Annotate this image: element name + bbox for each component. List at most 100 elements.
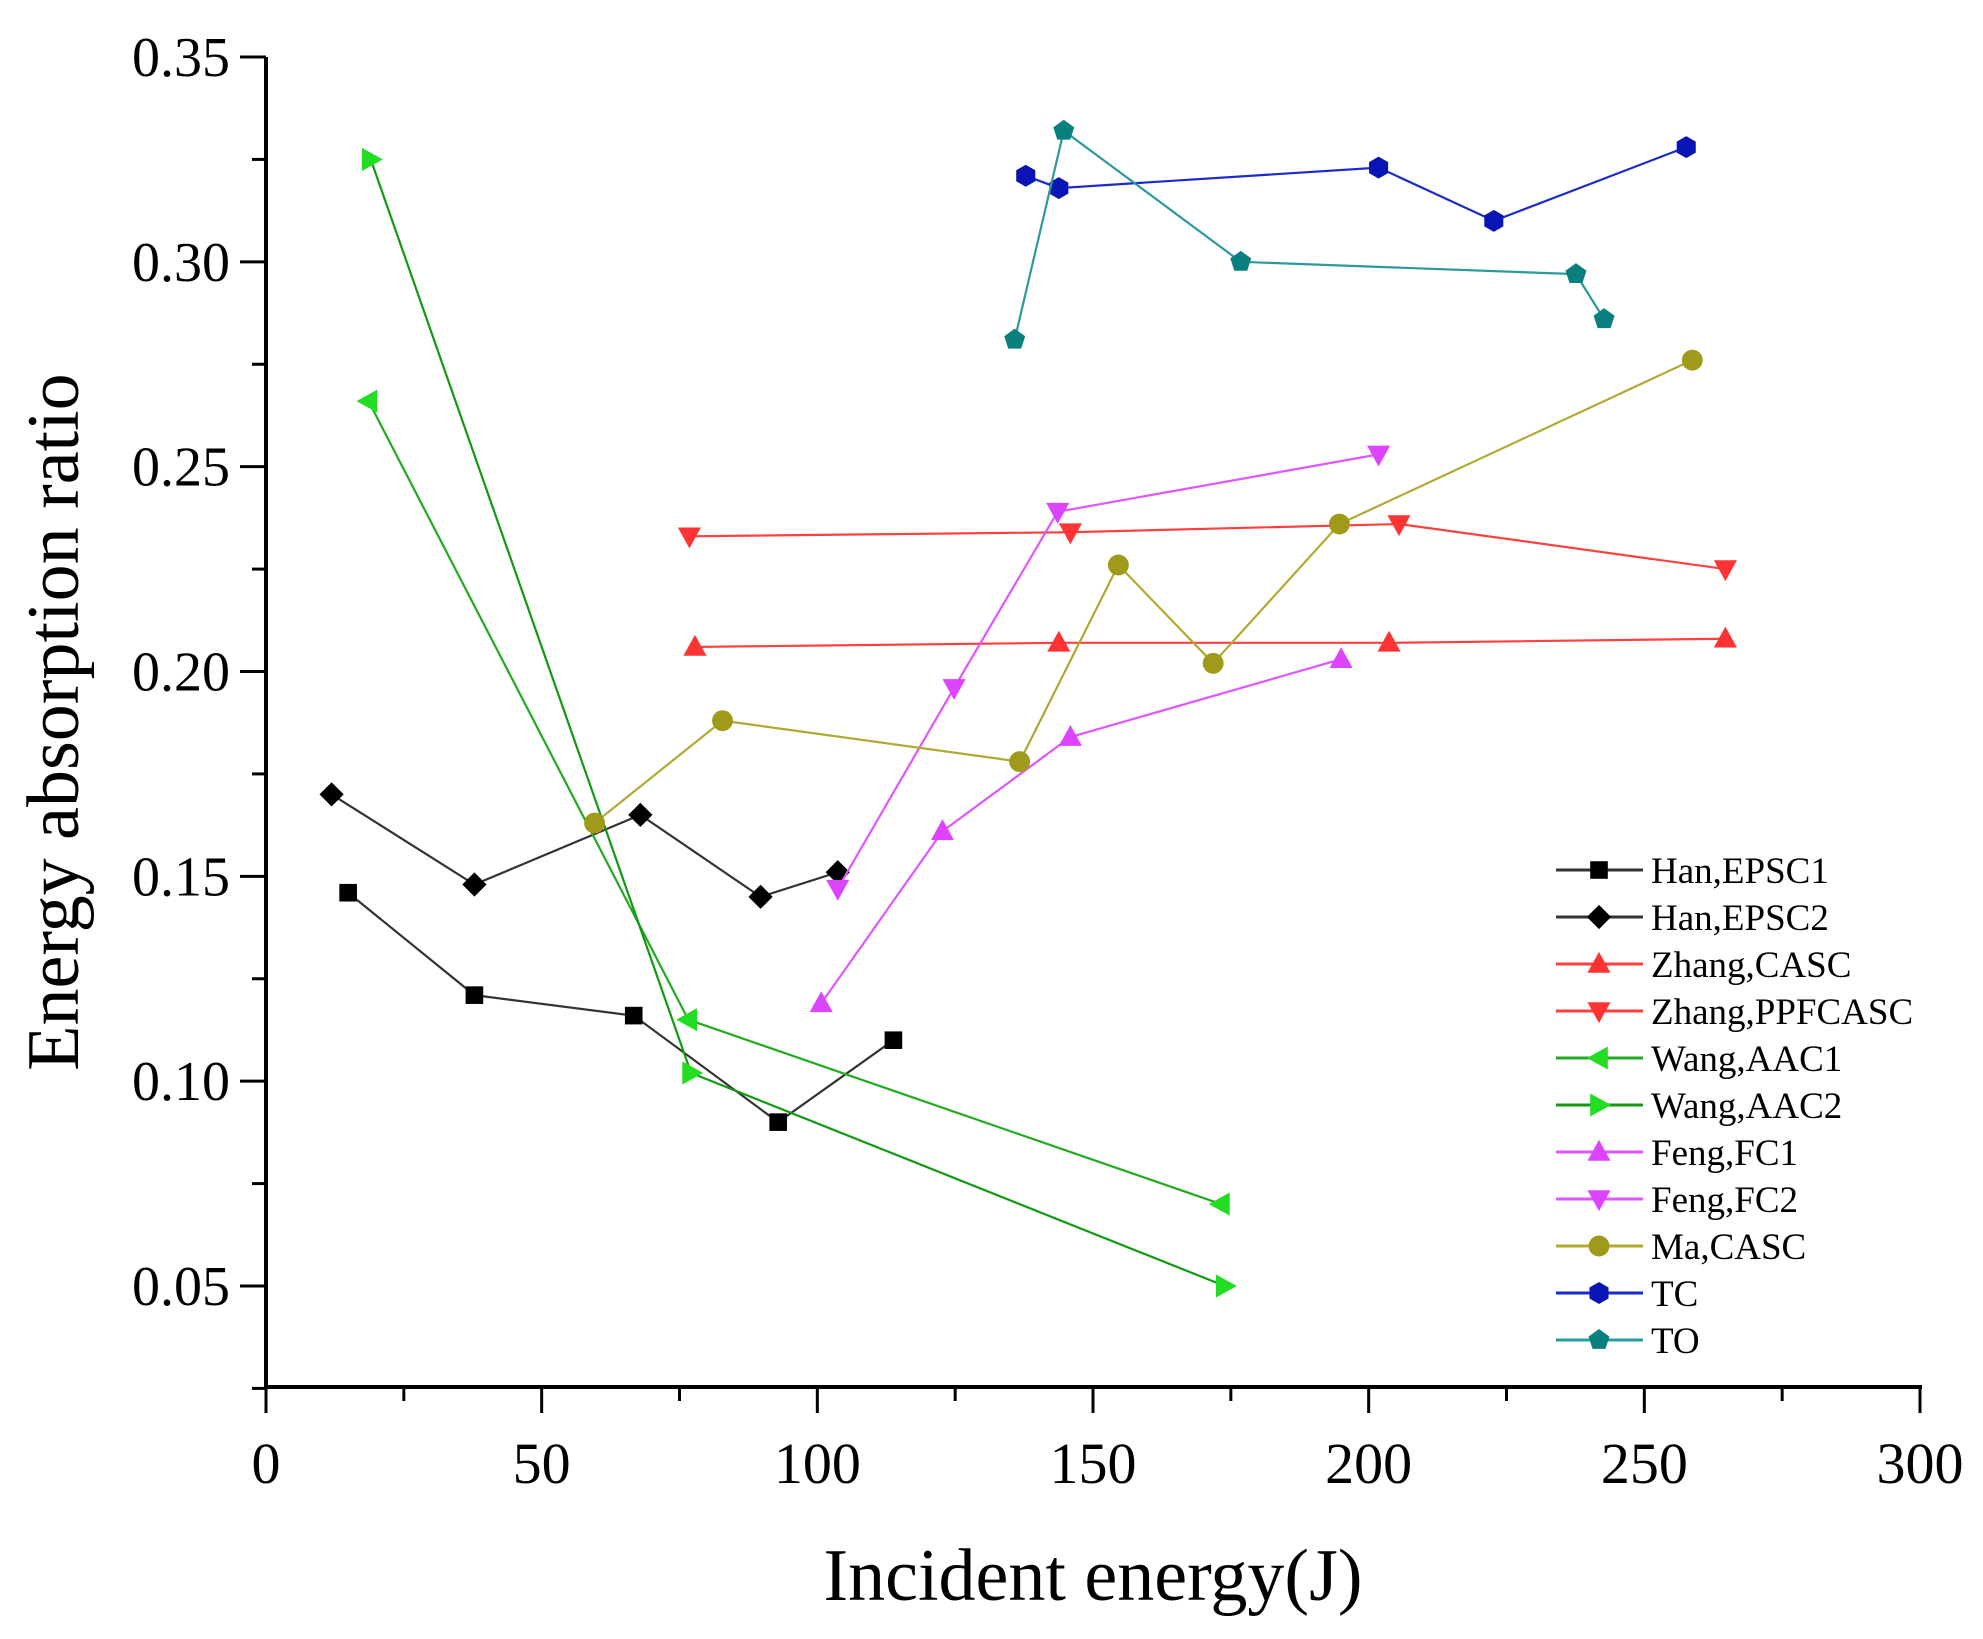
- data-point-square: [339, 883, 357, 902]
- data-point-triangle-up: [1047, 630, 1071, 652]
- data-point-square: [624, 1006, 643, 1025]
- data-point-hexagon: [1484, 209, 1504, 232]
- data-point-triangle-left: [1586, 1046, 1608, 1070]
- series-line: [694, 637, 1726, 649]
- data-point-hexagon: [1676, 136, 1696, 159]
- data-point-circle: [712, 710, 733, 732]
- series-line: [347, 891, 895, 1124]
- series-han-epsc1: [339, 883, 903, 1131]
- data-point-triangle-up: [1713, 626, 1737, 648]
- series-zhang-casc: [683, 626, 1737, 656]
- x-tick-label: 100: [774, 1431, 861, 1496]
- series-line: [367, 400, 1222, 1206]
- legend-label: TO: [1651, 1321, 1700, 1362]
- series-wang-aac1: [356, 389, 1230, 1216]
- data-point-square: [465, 986, 484, 1004]
- data-point-pentagon: [1230, 250, 1252, 271]
- x-tick-label: 150: [1050, 1431, 1137, 1496]
- data-point-pentagon: [1588, 1329, 1610, 1349]
- data-point-triangle-right: [1590, 1093, 1612, 1117]
- data-point-triangle-down: [1587, 1002, 1611, 1024]
- y-tick-label: 0.30: [132, 232, 230, 294]
- y-tick-label: 0.25: [132, 437, 230, 499]
- series-ma-casc: [584, 349, 1703, 834]
- y-tick-label: 0.15: [132, 846, 230, 908]
- series-feng-fc2: [826, 445, 1391, 901]
- data-point-triangle-down: [1387, 515, 1411, 537]
- data-point-triangle-down: [677, 527, 701, 549]
- legend-label: Zhang,PPFCASC: [1651, 992, 1913, 1033]
- data-point-circle: [1202, 652, 1224, 674]
- y-tick-label: 0.20: [132, 642, 230, 704]
- legend-item: Zhang,PPFCASC: [1556, 992, 1913, 1033]
- series-line: [1025, 146, 1687, 223]
- legend-item: Han,EPSC2: [1556, 898, 1829, 939]
- series-line: [331, 793, 839, 899]
- x-tick-label: 300: [1877, 1431, 1964, 1496]
- data-point-diamond: [1586, 904, 1612, 930]
- data-point-triangle-right: [1215, 1274, 1237, 1298]
- series-han-epsc2: [319, 782, 850, 909]
- data-point-circle: [1328, 513, 1350, 535]
- data-point-triangle-up: [1058, 724, 1082, 746]
- data-point-triangle-down: [1058, 523, 1082, 545]
- legend-label: TC: [1651, 1274, 1698, 1315]
- data-point-pentagon: [1004, 328, 1026, 349]
- data-point-triangle-right: [361, 147, 383, 171]
- data-point-triangle-down: [1367, 445, 1391, 467]
- x-tick-label: 250: [1601, 1431, 1688, 1496]
- data-point-pentagon: [1053, 119, 1075, 140]
- data-point-triangle-down: [826, 879, 850, 901]
- data-point-hexagon: [1589, 1282, 1609, 1304]
- data-point-triangle-left: [676, 1008, 698, 1032]
- y-tick-label: 0.10: [132, 1051, 230, 1113]
- series-line: [593, 359, 1693, 824]
- data-point-diamond: [462, 872, 487, 897]
- series-line: [836, 453, 1379, 890]
- series-line: [369, 159, 1226, 1288]
- series-line: [1013, 128, 1606, 340]
- legend-item: Wang,AAC2: [1556, 1086, 1842, 1127]
- data-point-circle: [1588, 1235, 1610, 1257]
- data-point-square: [769, 1113, 787, 1131]
- data-point-triangle-down: [942, 679, 966, 700]
- data-point-triangle-left: [1208, 1192, 1230, 1216]
- data-point-triangle-down: [1713, 560, 1737, 582]
- x-tick-label: 50: [513, 1431, 571, 1496]
- data-point-triangle-up: [930, 819, 955, 841]
- legend-label: Wang,AAC2: [1651, 1086, 1842, 1127]
- legend-label: Ma,CASC: [1651, 1227, 1806, 1268]
- data-point-diamond: [748, 884, 773, 909]
- legend-item: Han,EPSC1: [1556, 851, 1829, 892]
- legend-label: Wang,AAC1: [1651, 1039, 1842, 1080]
- data-point-triangle-up: [809, 991, 833, 1013]
- legend-label: Feng,FC1: [1651, 1133, 1798, 1174]
- data-point-circle: [1107, 554, 1129, 576]
- data-point-hexagon: [1369, 156, 1389, 179]
- series-feng-fc1: [809, 647, 1353, 1013]
- data-point-square: [884, 1031, 903, 1049]
- data-point-circle: [584, 812, 606, 834]
- legend-item: Feng,FC2: [1556, 1180, 1798, 1221]
- x-tick-label: 200: [1325, 1431, 1412, 1496]
- series-tc: [1016, 136, 1696, 232]
- legend: Han,EPSC1 Han,EPSC2 Zhang,CASC Zhang,PPFCAS…: [1556, 851, 1913, 1362]
- legend-item: Wang,AAC1: [1556, 1039, 1842, 1080]
- series-line: [689, 522, 1726, 571]
- series-wang-aac2: [361, 147, 1237, 1298]
- y-tick-label: 0.35: [132, 27, 230, 89]
- legend-item: TO: [1556, 1321, 1700, 1362]
- data-point-circle: [1681, 349, 1703, 371]
- data-point-diamond: [628, 802, 653, 827]
- data-point-triangle-left: [356, 389, 378, 413]
- legend-label: Han,EPSC2: [1651, 898, 1829, 939]
- legend-label: Han,EPSC1: [1651, 851, 1829, 892]
- series-to: [1004, 119, 1615, 349]
- data-point-triangle-down: [1046, 502, 1070, 524]
- series-line: [820, 658, 1342, 1004]
- x-axis-label: Incident energy(J): [823, 1535, 1362, 1617]
- data-point-triangle-up: [1587, 951, 1611, 973]
- y-axis-label: Energy absorption ratio: [13, 373, 95, 1070]
- legend-label: Zhang,CASC: [1651, 945, 1851, 986]
